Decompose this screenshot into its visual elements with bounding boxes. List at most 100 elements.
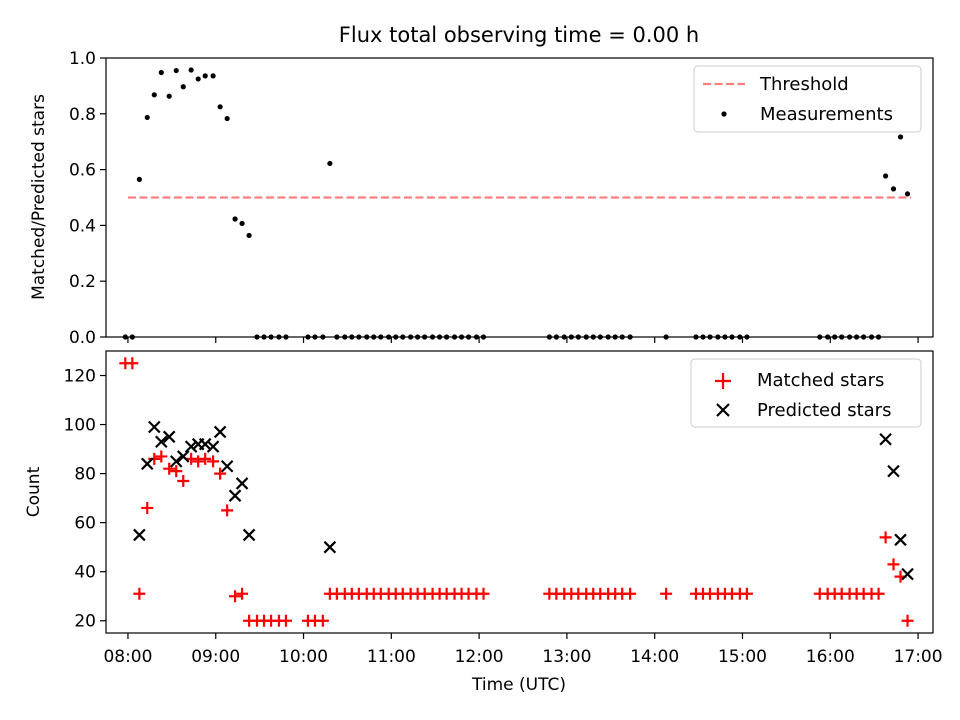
matched-star-marker (133, 587, 146, 600)
matched-star-marker (221, 504, 234, 517)
count-panel: 20 40 60 80 100 120 08:00 09:00 10:00 11:00 12:00 1… (24, 350, 943, 695)
matched-star-marker (879, 531, 892, 544)
ratio-y-tick-label: 0.8 (69, 105, 96, 125)
x-axis-label: Time (UTC) (471, 675, 566, 695)
measurement-point (195, 76, 201, 82)
matched-star-marker (624, 587, 637, 600)
matched-star-marker (170, 465, 183, 478)
matched-star-marker (316, 614, 329, 627)
predicted-stars-legend-swatch (716, 403, 730, 417)
measurements-legend-swatch (721, 111, 727, 117)
matched-stars-legend-swatch (715, 373, 731, 389)
predicted-star-marker (155, 435, 168, 449)
ratio-y-axis-label: Matched/Predicted stars (29, 94, 49, 300)
count-x-tick-label: 16:00 (806, 647, 855, 667)
measurement-point (188, 67, 194, 73)
measurement-point (890, 186, 897, 192)
ratio-axes-ticks: 0.0 0.2 0.4 0.6 0.8 1.0 (69, 49, 919, 348)
predicted-star-marker (169, 455, 183, 468)
measurement-point (202, 73, 208, 79)
ratio-legend-box (693, 65, 922, 133)
measurement-point (224, 115, 230, 122)
matched-star-marker (740, 587, 753, 600)
predicted-star-marker (176, 450, 190, 463)
count-y-axis-label: Count (24, 466, 44, 517)
count-y-tick-label: 80 (74, 465, 96, 485)
matched-star-marker (148, 452, 161, 465)
measurement-point (144, 114, 150, 121)
matched-star-marker (887, 558, 900, 571)
matched-star-marker (177, 474, 190, 487)
predicted-star-marker (901, 567, 914, 581)
threshold-legend-label: Threshold (759, 74, 849, 95)
count-x-tick-label: 14:00 (630, 647, 679, 667)
matched-star-marker (901, 614, 914, 627)
measurement-point (210, 73, 216, 79)
matched-star-marker (199, 452, 212, 465)
predicted-star-marker (148, 420, 161, 434)
count-x-tick-label: 12:00 (455, 647, 504, 667)
measurement-point (166, 93, 172, 99)
predicted-star-marker (213, 425, 227, 439)
predicted-star-marker (184, 440, 198, 453)
matched-star-marker (126, 357, 139, 370)
count-x-tick-label: 10:00 (279, 647, 328, 667)
measurement-point (904, 191, 911, 197)
predicted-star-marker (162, 430, 176, 444)
predicted-star-marker (198, 437, 212, 451)
count-y-tick-label: 60 (74, 514, 96, 534)
count-legend-box (690, 358, 922, 428)
matched-star-marker (141, 501, 154, 514)
ratio-panel: Flux total observing time = 0.00 h 0.0 0.… (29, 23, 934, 348)
measurement-point (246, 232, 252, 239)
count-axes-frame (105, 350, 934, 634)
predicted-star-marker (323, 540, 337, 554)
matched-star-marker (192, 455, 205, 468)
measurement-point (173, 67, 179, 74)
predicted-star-marker (220, 459, 234, 473)
measurement-point (158, 69, 164, 76)
matched-stars-series (119, 357, 914, 627)
measurement-point (327, 160, 333, 167)
count-y-tick-label: 120 (64, 367, 96, 387)
matched-star-marker (229, 590, 242, 603)
ratio-axes-frame (105, 57, 934, 338)
count-y-tick-label: 40 (74, 563, 96, 583)
predicted-star-marker (235, 477, 249, 490)
matched-star-marker (872, 587, 885, 600)
predicted-star-marker (887, 464, 900, 478)
count-x-tick-label: 11:00 (367, 647, 416, 667)
matched-star-marker (163, 462, 176, 475)
count-x-tick-label: 15:00 (718, 647, 767, 667)
measurement-point (232, 216, 238, 222)
count-axes-ticks: 20 40 60 80 100 120 08:00 09:00 10:00 11:00 12:00 1… (64, 367, 943, 667)
predicted-stars-series (133, 420, 914, 581)
count-x-tick-label: 08:00 (103, 647, 152, 667)
ratio-y-tick-label: 0.0 (69, 328, 96, 348)
measurement-point (217, 104, 223, 110)
matched-star-marker (477, 587, 490, 600)
chart-title: Flux total observing time = 0.00 h (339, 23, 699, 47)
count-y-tick-label: 20 (74, 612, 96, 632)
predicted-star-marker (879, 433, 892, 446)
predicted-star-marker (206, 440, 220, 453)
ratio-y-tick-label: 0.2 (69, 272, 96, 292)
measurement-point (239, 220, 245, 227)
predicted-star-marker (133, 528, 146, 542)
measurement-point (136, 176, 142, 182)
matched-star-marker (279, 614, 292, 627)
ratio-y-tick-label: 0.4 (69, 216, 96, 236)
count-legend: Matched stars Predicted stars (690, 358, 922, 428)
measurements-legend-label: Measurements (760, 104, 893, 125)
measurement-point (180, 84, 186, 90)
predicted-star-marker (894, 533, 907, 547)
ratio-y-tick-label: 0.6 (69, 161, 96, 181)
measurement-point (151, 92, 157, 98)
predicted-star-marker (228, 489, 242, 502)
matched-star-marker (236, 587, 249, 600)
matched-stars-legend-label: Matched stars (757, 370, 884, 391)
ratio-legend: Threshold Measurements (693, 65, 922, 133)
count-y-tick-label: 100 (64, 416, 96, 436)
predicted-star-marker (140, 457, 154, 471)
